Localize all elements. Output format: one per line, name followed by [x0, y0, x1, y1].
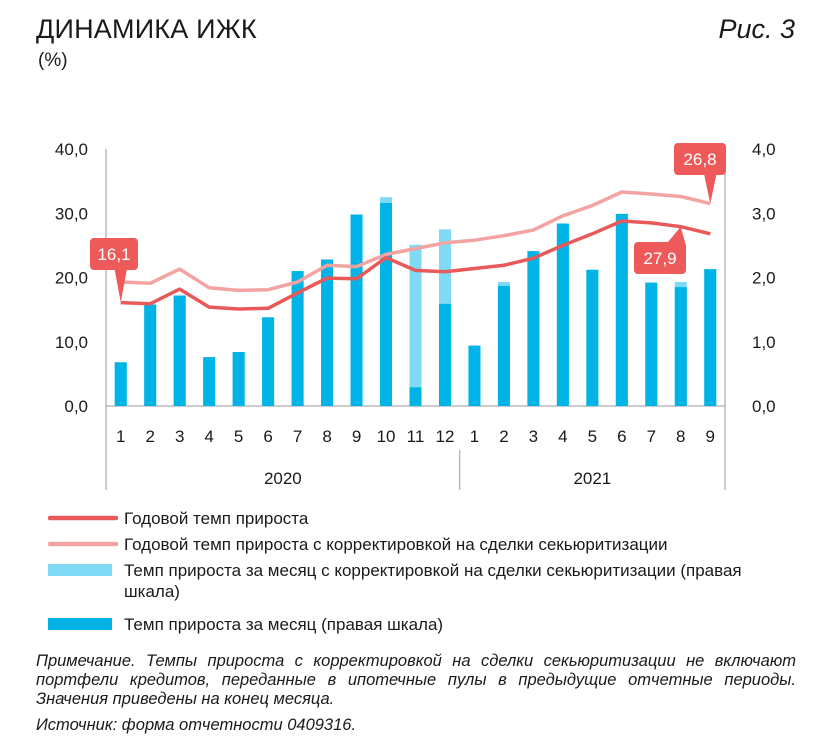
callout-pointer: [668, 226, 686, 246]
legend-swatch-annual: [48, 515, 118, 521]
bar-monthly: [203, 357, 216, 406]
unit-label: (%): [38, 50, 68, 71]
legend-swatch-annual-adjusted: [48, 541, 118, 547]
bar-monthly: [291, 271, 304, 406]
callout-pointer: [114, 270, 127, 303]
callout-label: 26,8: [683, 150, 716, 169]
x-tick-label: 4: [204, 427, 213, 446]
x-tick-label: 3: [529, 427, 538, 446]
bar-monthly: [321, 259, 334, 406]
footnote: Примечание. Темпы прироста с корректиров…: [36, 652, 796, 708]
legend-label-monthly-adjusted: Темп прироста за месяц с корректировкой …: [124, 561, 742, 601]
bar-monthly: [438, 303, 451, 406]
bar-monthly: [556, 223, 569, 406]
callout: 27,9: [634, 226, 686, 274]
bar-monthly: [497, 285, 510, 406]
x-tick-label: 8: [676, 427, 685, 446]
x-tick-label: 11: [407, 427, 425, 446]
x-tick-label: 1: [470, 427, 479, 446]
legend-label-monthly: Темп прироста за месяц (правая шкала): [124, 615, 444, 634]
y-right-tick-label: 4,0: [752, 140, 776, 159]
x-tick-label: 9: [706, 427, 715, 446]
bars: [114, 197, 717, 406]
chart: 0,010,020,030,040,00,01,02,03,04,01 2 3 4 5 6…: [55, 140, 776, 490]
x-tick-label: 12: [436, 427, 455, 446]
y-left-tick-label: 0,0: [64, 397, 88, 416]
legend-swatch-monthly: [48, 618, 112, 630]
bar-monthly: [615, 213, 628, 406]
callouts: 16,1 26,8 27,9: [90, 143, 726, 303]
x-tick-label: 5: [588, 427, 597, 446]
callout-box: [634, 242, 686, 274]
line-annual-adjusted: [120, 190, 711, 293]
bar-monthly: [586, 269, 599, 406]
year-label: 2020: [264, 469, 302, 488]
x-tick-label: 6: [263, 427, 272, 446]
bar-monthly: [262, 317, 275, 406]
legend-label-annual-adjusted: Годовой темп прироста с корректировкой н…: [124, 535, 668, 554]
bar-monthly: [144, 304, 157, 406]
x-tick-label: 9: [352, 427, 361, 446]
y-right-tick-label: 0,0: [752, 397, 776, 416]
x-tick-label: 2: [499, 427, 508, 446]
bar-monthly: [645, 282, 658, 406]
x-tick-label: 10: [377, 427, 396, 446]
x-tick-label: 3: [175, 427, 184, 446]
x-tick-label: 7: [647, 427, 656, 446]
x-tick-label: 5: [234, 427, 243, 446]
y-right-tick-label: 1,0: [752, 333, 776, 352]
lines: [120, 190, 711, 311]
source-note: Источник: форма отчетности 0409316.: [36, 716, 357, 734]
bar-monthly: [468, 345, 481, 406]
callout: 26,8: [674, 143, 726, 204]
bar-monthly-adjusted: [409, 244, 422, 406]
bar-monthly: [674, 287, 687, 406]
y-right-tick-label: 2,0: [752, 269, 776, 288]
x-tick-label: 7: [293, 427, 302, 446]
y-left-tick-label: 20,0: [55, 269, 88, 288]
y-left-tick-label: 40,0: [55, 140, 88, 159]
x-tick-label: 8: [322, 427, 331, 446]
x-tick-label: 1: [116, 427, 125, 446]
legend-label-annual: Годовой темп прироста: [124, 509, 309, 528]
callout-label: 27,9: [643, 249, 676, 268]
bar-monthly: [704, 269, 717, 406]
callout-box: [674, 143, 726, 175]
y-left-tick-label: 10,0: [55, 333, 88, 352]
x-tick-label: 6: [617, 427, 626, 446]
callout: 16,1: [90, 238, 138, 303]
ticks: 0,010,020,030,040,00,01,02,03,04,01 2 3 4 5 6…: [55, 140, 776, 488]
y-right-tick-label: 3,0: [752, 204, 776, 223]
y-left-tick-label: 30,0: [55, 204, 88, 223]
callout-label: 16,1: [97, 245, 130, 264]
callout-pointer: [704, 175, 717, 204]
bar-monthly: [527, 251, 540, 406]
bar-monthly: [232, 352, 245, 406]
x-tick-label: 2: [145, 427, 154, 446]
chart-title: ДИНАМИКА ИЖК: [36, 14, 257, 44]
bar-monthly: [114, 362, 127, 406]
figure-label: Рис. 3: [718, 14, 795, 44]
line-annual: [120, 219, 711, 311]
x-tick-label: 4: [558, 427, 567, 446]
bar-monthly: [173, 295, 186, 406]
bar-monthly: [409, 387, 422, 406]
bar-monthly: [380, 202, 393, 406]
legend-swatch-monthly-adjusted: [48, 564, 112, 576]
year-label: 2021: [573, 469, 611, 488]
callout-box: [90, 238, 138, 270]
bar-monthly: [350, 214, 363, 406]
